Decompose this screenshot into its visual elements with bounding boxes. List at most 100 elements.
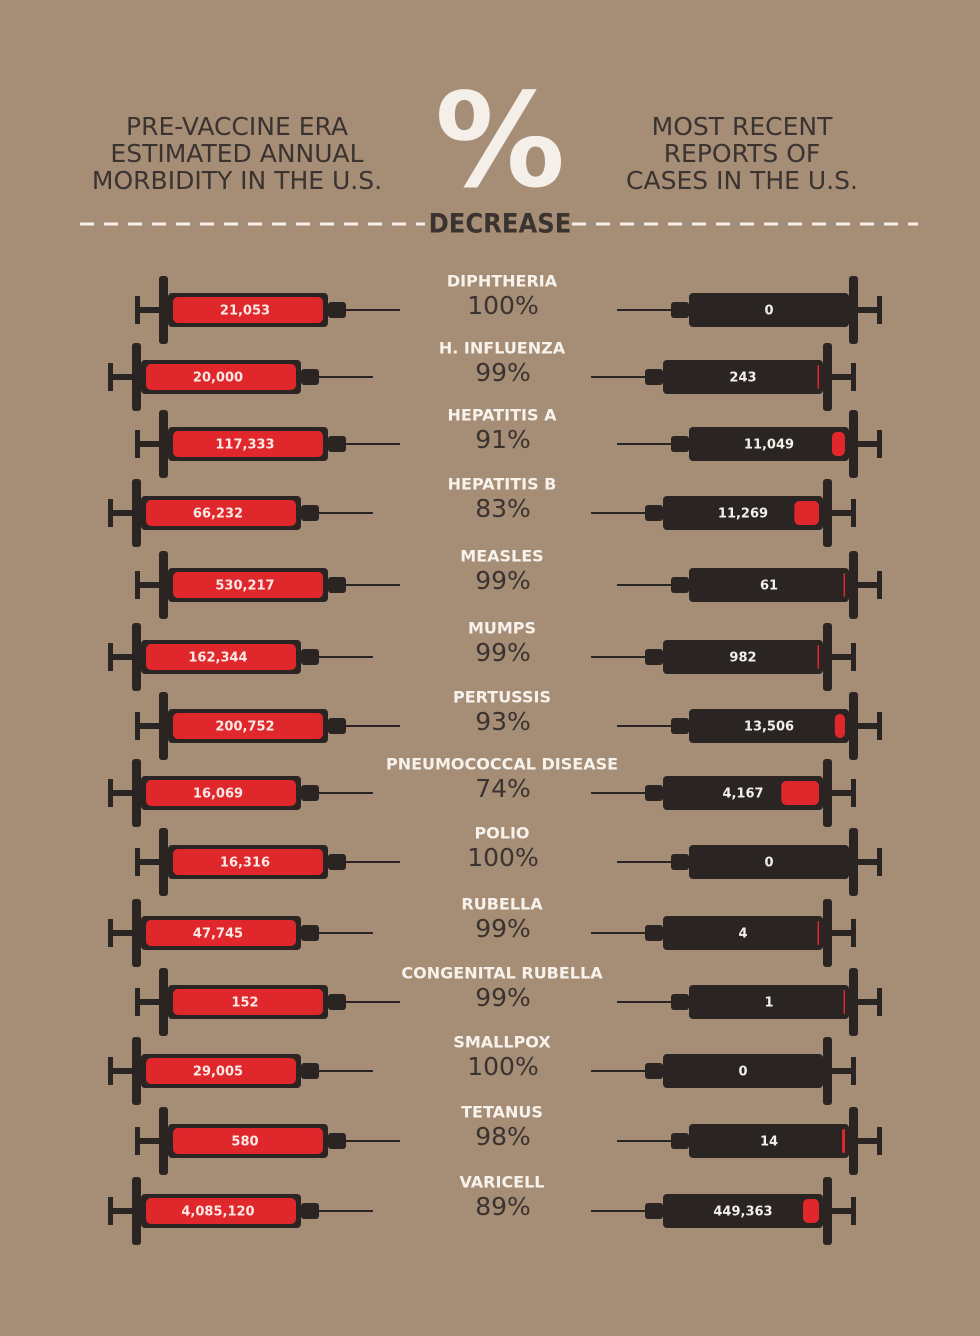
syringe-flange bbox=[132, 343, 141, 411]
syringe-flange bbox=[823, 1177, 832, 1245]
syringe-tip bbox=[671, 302, 689, 318]
syringe-tip bbox=[301, 925, 319, 941]
syringe-handle bbox=[135, 988, 140, 1016]
disease-name: PNEUMOCOCCAL DISEASE bbox=[386, 755, 618, 774]
syringe-handle bbox=[135, 859, 165, 865]
right-heading: CASES IN THE U.S. bbox=[626, 166, 858, 195]
syringe-handle bbox=[826, 654, 856, 660]
disease-name: POLIO bbox=[474, 824, 529, 843]
syringe-handle bbox=[852, 1138, 882, 1144]
syringe-tip bbox=[328, 302, 346, 318]
syringe-flange bbox=[849, 276, 858, 344]
pre-vaccine-value: 20,000 bbox=[193, 371, 243, 386]
disease-name: MEASLES bbox=[460, 547, 543, 566]
pre-vaccine-value: 152 bbox=[231, 996, 258, 1011]
disease-name: DIPHTHERIA bbox=[447, 272, 558, 291]
recent-value: 0 bbox=[764, 856, 773, 871]
syringe-flange bbox=[159, 551, 168, 619]
syringe-handle bbox=[826, 790, 856, 796]
syringe-handle bbox=[108, 779, 113, 807]
syringe-handle bbox=[852, 307, 882, 313]
syringe-tip bbox=[671, 854, 689, 870]
syringe-handle bbox=[826, 1068, 856, 1074]
decrease-percent: 100% bbox=[467, 1052, 538, 1081]
syringe-handle bbox=[852, 723, 882, 729]
syringe-flange bbox=[849, 828, 858, 896]
syringe-flange bbox=[823, 759, 832, 827]
syringe-flange bbox=[823, 899, 832, 967]
recent-value: 13,506 bbox=[744, 720, 794, 735]
syringe-handle bbox=[108, 654, 138, 660]
syringe-handle bbox=[135, 848, 140, 876]
syringe-tip bbox=[328, 1133, 346, 1149]
syringe-barrel bbox=[689, 1124, 849, 1158]
syringe-flange bbox=[823, 623, 832, 691]
syringe-handle bbox=[108, 1057, 113, 1085]
syringe-barrel bbox=[689, 709, 849, 743]
syringe-tip bbox=[671, 718, 689, 734]
syringe-tip bbox=[671, 577, 689, 593]
syringe-flange bbox=[849, 551, 858, 619]
syringe-handle bbox=[108, 790, 138, 796]
syringe-handle bbox=[826, 930, 856, 936]
syringe-handle bbox=[826, 374, 856, 380]
syringe-flange bbox=[823, 343, 832, 411]
decrease-label: DECREASE bbox=[429, 209, 572, 240]
syringe-flange bbox=[159, 968, 168, 1036]
disease-name: H. INFLUENZA bbox=[439, 339, 566, 358]
syringe-flange bbox=[132, 479, 141, 547]
syringe-handle bbox=[852, 441, 882, 447]
syringe-tip bbox=[645, 369, 663, 385]
decrease-percent: 100% bbox=[467, 291, 538, 320]
disease-name: PERTUSSIS bbox=[453, 688, 551, 707]
disease-name: RUBELLA bbox=[461, 895, 543, 914]
syringe-handle bbox=[108, 930, 138, 936]
syringe-tip bbox=[671, 436, 689, 452]
syringe-fill bbox=[173, 297, 323, 323]
syringe-fill bbox=[146, 644, 296, 670]
recent-value: 11,269 bbox=[718, 507, 768, 522]
pre-vaccine-value: 66,232 bbox=[193, 507, 243, 522]
decrease-percent: 74% bbox=[475, 774, 531, 803]
syringe-handle bbox=[108, 374, 138, 380]
syringe-handle bbox=[108, 363, 113, 391]
syringe-handle bbox=[852, 859, 882, 865]
syringe-handle bbox=[826, 510, 856, 516]
syringe-fill bbox=[842, 1129, 845, 1153]
syringe-barrel bbox=[689, 845, 849, 879]
syringe-handle bbox=[877, 430, 882, 458]
pre-vaccine-value: 29,005 bbox=[193, 1065, 243, 1080]
syringe-flange bbox=[823, 1037, 832, 1105]
syringe-handle bbox=[108, 499, 113, 527]
disease-name: HEPATITIS A bbox=[448, 406, 558, 425]
recent-value: 4 bbox=[738, 927, 747, 942]
syringe-handle bbox=[877, 712, 882, 740]
syringe-barrel bbox=[663, 1054, 823, 1088]
syringe-handle bbox=[851, 919, 856, 947]
disease-name: CONGENITAL RUBELLA bbox=[401, 964, 603, 983]
syringe-tip bbox=[301, 649, 319, 665]
syringe-flange bbox=[159, 410, 168, 478]
syringe-flange bbox=[849, 692, 858, 760]
syringe-handle bbox=[851, 779, 856, 807]
syringe-flange bbox=[159, 692, 168, 760]
syringe-tip bbox=[671, 994, 689, 1010]
syringe-handle bbox=[135, 441, 165, 447]
syringe-fill bbox=[146, 920, 296, 946]
syringe-handle bbox=[851, 1057, 856, 1085]
decrease-percent: 99% bbox=[475, 566, 531, 595]
syringe-flange bbox=[849, 1107, 858, 1175]
left-heading: MORBIDITY IN THE U.S. bbox=[92, 166, 382, 195]
percent-symbol: % bbox=[435, 65, 565, 217]
syringe-handle bbox=[135, 1127, 140, 1155]
syringe-handle bbox=[135, 723, 165, 729]
syringe-fill bbox=[173, 713, 323, 739]
right-heading: REPORTS OF bbox=[664, 139, 821, 168]
disease-name: VARICELL bbox=[459, 1173, 544, 1192]
left-heading: ESTIMATED ANNUAL bbox=[110, 139, 363, 168]
syringe-fill bbox=[817, 645, 819, 669]
pre-vaccine-value: 162,344 bbox=[188, 651, 247, 666]
pre-vaccine-value: 4,085,120 bbox=[181, 1205, 254, 1220]
syringe-flange bbox=[132, 759, 141, 827]
disease-name: HEPATITIS B bbox=[448, 475, 557, 494]
